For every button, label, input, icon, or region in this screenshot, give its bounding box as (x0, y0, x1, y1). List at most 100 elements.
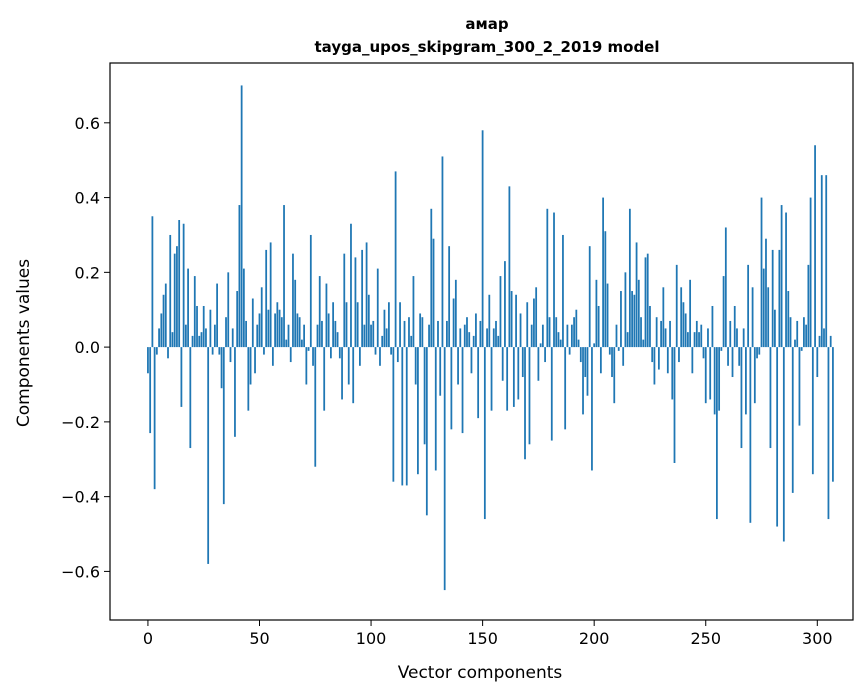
bar (785, 212, 787, 348)
bar (617, 347, 620, 351)
bar (564, 347, 567, 430)
bar (408, 317, 410, 348)
x-axis-label: Vector components (398, 663, 563, 683)
bar (207, 347, 210, 564)
bar (602, 197, 604, 348)
bar (437, 320, 439, 348)
bar (352, 347, 355, 404)
bar (724, 227, 727, 348)
bar (778, 249, 781, 348)
bar (278, 309, 281, 348)
bar (769, 347, 772, 449)
bar (251, 298, 254, 348)
bar (615, 324, 618, 348)
bar (158, 328, 160, 348)
bar (285, 339, 288, 348)
bar (508, 186, 511, 348)
bar (287, 324, 290, 348)
bar (294, 279, 297, 348)
bar (390, 347, 393, 355)
x-tick-label: 100 (356, 629, 387, 648)
bar (664, 328, 667, 348)
bar (441, 156, 444, 348)
bar (169, 234, 172, 348)
bar (376, 268, 379, 348)
bar (178, 220, 181, 348)
bar (700, 324, 703, 348)
x-axis-ticks: 0 50 100 150 200 250 300 (143, 620, 833, 648)
bar (269, 242, 272, 348)
bar (660, 320, 662, 348)
bar (454, 279, 457, 348)
bar (691, 347, 694, 374)
bar (720, 347, 723, 351)
bar (325, 283, 328, 348)
bar (747, 264, 750, 348)
bar (501, 347, 504, 381)
bar (323, 347, 326, 411)
bar (553, 212, 555, 348)
bar (191, 335, 194, 348)
bar (160, 313, 163, 348)
bar (459, 328, 462, 348)
bar (193, 276, 196, 348)
bar (751, 287, 754, 348)
bar (300, 339, 303, 348)
bar (430, 208, 433, 348)
bar (716, 347, 718, 520)
bar (401, 347, 404, 486)
bar (776, 347, 779, 527)
bar (537, 347, 540, 381)
bar (512, 347, 515, 407)
bar (247, 347, 250, 411)
y-axis-ticks: −0.6 −0.4 −0.2 0.0 0.2 0.4 0.6 (61, 114, 110, 581)
bar (372, 320, 375, 348)
bar (345, 302, 348, 348)
bar (202, 305, 205, 348)
bar (666, 347, 669, 374)
y-tick-label: 0.4 (75, 189, 100, 208)
bar (271, 347, 274, 366)
bar (173, 253, 176, 348)
bar (611, 347, 613, 378)
bar (472, 335, 475, 348)
chart-subtitle: tayga_upos_skipgram_300_2_2019 model (315, 38, 660, 56)
bar (693, 332, 696, 348)
bar (198, 335, 201, 348)
bar (385, 328, 388, 348)
bar (637, 279, 640, 348)
chart-title: амар (465, 15, 509, 33)
bar (646, 253, 649, 348)
bar (825, 175, 828, 348)
bar (687, 332, 689, 348)
bar (760, 197, 763, 348)
bar (662, 287, 665, 348)
bar (276, 302, 279, 348)
y-axis-label: Components values (14, 259, 34, 427)
bar (733, 305, 736, 348)
bar (807, 264, 810, 348)
bar (796, 320, 799, 348)
bar (588, 246, 591, 348)
bar (187, 268, 189, 348)
bar (218, 347, 221, 355)
bar (405, 347, 408, 486)
bar (151, 216, 154, 348)
bar (559, 339, 562, 348)
x-tick-label: 200 (579, 629, 610, 648)
bar (597, 305, 600, 348)
bar (655, 317, 658, 348)
bar (584, 347, 587, 378)
bar (370, 324, 372, 348)
bar (657, 347, 660, 370)
bar (238, 205, 241, 348)
bar (392, 347, 395, 482)
bar (298, 317, 301, 348)
bar (419, 313, 422, 348)
bar (417, 347, 419, 475)
bar (225, 317, 227, 348)
bar (582, 347, 584, 415)
bar (818, 335, 821, 348)
bar (780, 205, 783, 348)
